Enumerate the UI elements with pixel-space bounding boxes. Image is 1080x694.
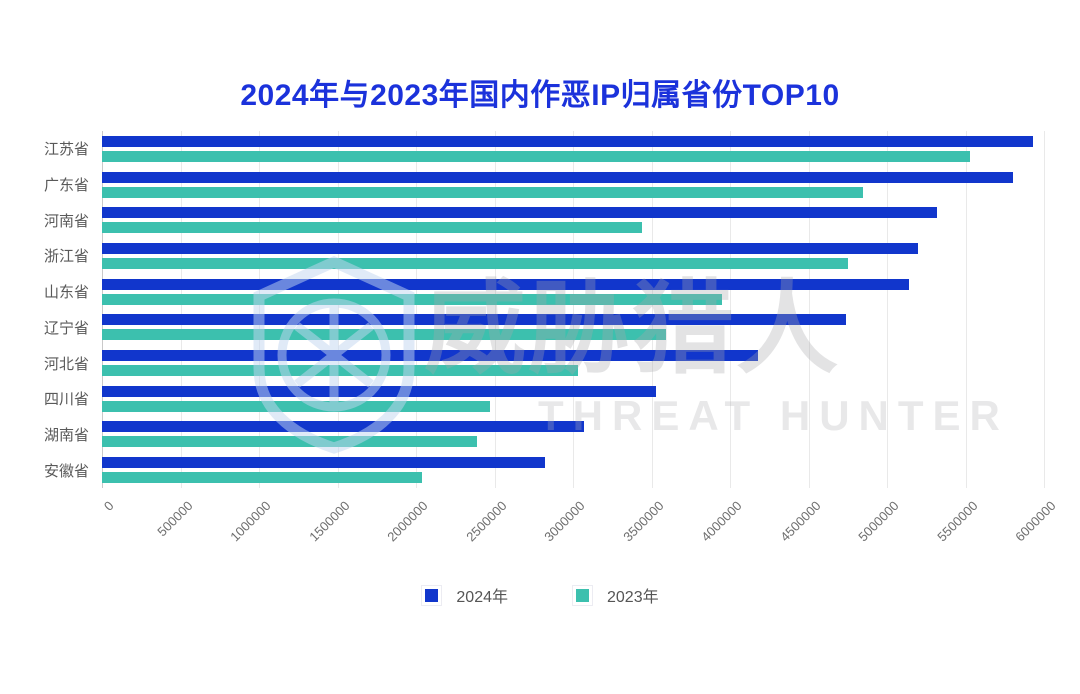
bars-stack (102, 421, 1050, 448)
bars-stack (102, 242, 1050, 269)
legend-swatch (576, 588, 589, 602)
bar-2023[interactable] (102, 436, 478, 448)
x-tick-label: 1500000 (305, 498, 353, 545)
bars-stack (102, 171, 1050, 198)
x-tick-label: 500000 (153, 498, 196, 540)
row-bars (102, 452, 1050, 488)
x-tick-label: 2500000 (462, 498, 510, 545)
gridline (180, 131, 182, 488)
row-bars (102, 167, 1050, 203)
bars-stack (102, 135, 1050, 162)
bar-2024[interactable] (102, 278, 909, 290)
legend-swatch-box (421, 584, 443, 606)
x-tick-label: 3000000 (541, 498, 588, 545)
gridline (965, 131, 967, 488)
row-bars (102, 310, 1050, 346)
bar-2023[interactable] (102, 222, 643, 234)
bar-2023[interactable] (102, 365, 578, 377)
chart-row: 辽宁省 (0, 310, 1080, 346)
y-axis-label: 浙江省 (43, 248, 89, 266)
chart-row: 河南省 (0, 202, 1080, 238)
bars-stack (102, 457, 1050, 484)
gridline (887, 131, 888, 488)
x-tick-label: 1000000 (227, 498, 274, 545)
chart-row: 湖南省 (0, 417, 1080, 453)
bars-stack (102, 278, 1050, 305)
y-axis-line (102, 131, 103, 488)
bar-2023[interactable] (102, 186, 864, 198)
x-tick-label: 6000000 (1012, 498, 1059, 545)
bars-stack (102, 385, 1050, 412)
x-tick-label: 4500000 (776, 498, 824, 545)
row-bars (102, 345, 1050, 381)
row-bars (102, 238, 1050, 274)
y-axis-label: 江苏省 (43, 141, 89, 159)
legend-item-2024[interactable]: 2024年 (421, 583, 508, 607)
bar-2023[interactable] (102, 257, 848, 269)
bars-stack (102, 350, 1050, 377)
bar-2024[interactable] (102, 350, 759, 362)
x-tick-label: 5500000 (933, 498, 981, 545)
bar-2024[interactable] (102, 242, 919, 254)
y-axis-label: 四川省 (43, 391, 89, 409)
gridline (494, 131, 496, 488)
x-tick-label: 5000000 (855, 498, 902, 545)
y-axis-label: 广东省 (43, 177, 89, 195)
bar-2023[interactable] (102, 472, 423, 484)
chart-row: 四川省 (0, 381, 1080, 417)
y-axis-label: 辽宁省 (43, 319, 89, 337)
bar-2023[interactable] (102, 150, 971, 162)
x-axis: 0 500000 1000000 1500000 2000000 2500000 30000… (0, 488, 1080, 578)
x-tick-label: 2000000 (384, 498, 431, 545)
chart-row: 山东省 (0, 274, 1080, 310)
gridline (1044, 131, 1045, 488)
bars-stack (102, 207, 1050, 234)
legend-swatch (425, 588, 439, 602)
y-axis-label: 河南省 (43, 212, 89, 230)
legend-swatch-box (572, 584, 593, 606)
row-bars (102, 131, 1050, 167)
chart-row: 安徽省 (0, 452, 1080, 488)
legend-label: 2024年 (456, 589, 508, 606)
gridline (808, 131, 810, 488)
gridline (573, 131, 574, 488)
legend-label: 2023年 (607, 589, 659, 606)
y-axis-label: 安徽省 (43, 462, 89, 480)
legend-item-2023[interactable]: 2023年 (572, 583, 659, 607)
bar-2023[interactable] (102, 293, 723, 305)
bar-2024[interactable] (102, 421, 584, 433)
row-bars (102, 381, 1050, 417)
gridline (730, 131, 731, 488)
chart-legend: 2024年 2023年 (0, 583, 1080, 607)
bar-2024[interactable] (102, 314, 847, 326)
x-tick-label: 3500000 (619, 498, 667, 545)
y-axis-label: 山东省 (43, 284, 89, 302)
bar-chart: 江苏省广东省河南省浙江省山东省辽宁省河北省四川省湖南省安徽省 (0, 131, 1080, 488)
y-axis-label: 湖南省 (43, 426, 89, 444)
gridline (651, 131, 653, 488)
gridline (416, 131, 417, 488)
row-bars (102, 417, 1050, 453)
y-axis-label: 河北省 (43, 355, 89, 373)
bar-2024[interactable] (102, 171, 1013, 183)
bar-2024[interactable] (102, 207, 938, 219)
chart-row: 河北省 (0, 345, 1080, 381)
bar-2023[interactable] (102, 329, 666, 341)
bar-2023[interactable] (102, 400, 490, 412)
chart-row: 浙江省 (0, 238, 1080, 274)
bar-2024[interactable] (102, 385, 657, 397)
bar-2024[interactable] (102, 457, 545, 469)
chart-row: 江苏省 (0, 131, 1080, 167)
x-tick-label: 4000000 (698, 498, 745, 545)
row-bars (102, 202, 1050, 238)
bar-2024[interactable] (102, 135, 1033, 147)
chart-row: 广东省 (0, 167, 1080, 203)
x-tick-label: 0 (100, 498, 117, 514)
bars-stack (102, 314, 1050, 341)
chart-title: 2024年与2023年国内作恶IP归属省份TOP10 (240, 79, 840, 112)
row-bars (102, 274, 1050, 310)
chart-rows: 江苏省广东省河南省浙江省山东省辽宁省河北省四川省湖南省安徽省 (0, 131, 1080, 488)
